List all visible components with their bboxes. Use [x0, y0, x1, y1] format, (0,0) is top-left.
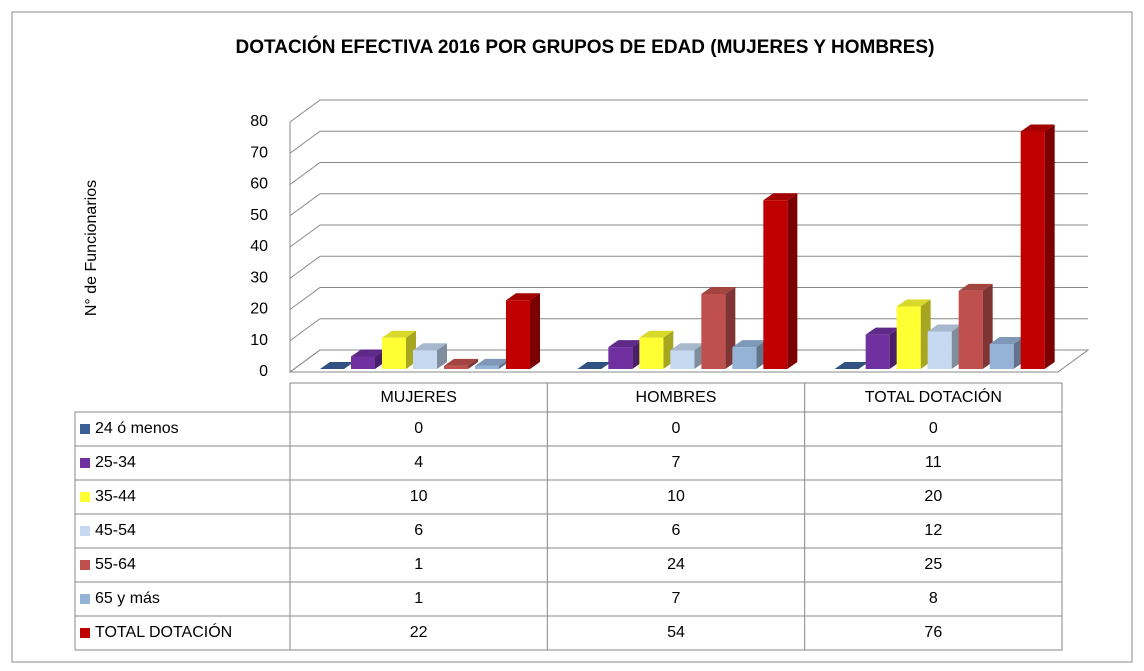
- bar-side: [530, 293, 540, 369]
- bar-side: [1045, 125, 1055, 370]
- table-value: 54: [667, 624, 685, 641]
- y-tick-label: 0: [259, 363, 268, 380]
- legend-label: TOTAL DOTACIÓN: [95, 622, 232, 641]
- bar: [351, 357, 375, 370]
- table-value: 7: [672, 590, 681, 607]
- y-tick-label: 20: [250, 301, 268, 318]
- legend-key: [80, 526, 90, 536]
- bar-side: [787, 193, 797, 369]
- category-label: HOMBRES: [636, 389, 717, 406]
- bar: [990, 344, 1014, 369]
- bar: [732, 347, 756, 369]
- y-tick-label: 70: [250, 144, 268, 161]
- legend-label: 45-54: [95, 522, 136, 539]
- legend-label: 24 ó menos: [95, 420, 179, 437]
- y-tick-label: 50: [250, 207, 268, 224]
- legend-key: [80, 560, 90, 570]
- table-value: 10: [667, 488, 685, 505]
- bar: [382, 338, 406, 369]
- bar: [897, 307, 921, 370]
- table-value: 0: [672, 420, 681, 437]
- y-tick-label: 30: [250, 269, 268, 286]
- y-tick-label: 80: [250, 113, 268, 130]
- table-value: 76: [924, 624, 942, 641]
- table-value: 6: [414, 522, 423, 539]
- bar: [413, 350, 437, 369]
- legend-label: 35-44: [95, 488, 136, 505]
- table-value: 0: [414, 420, 423, 437]
- bar: [444, 366, 468, 369]
- legend-key: [80, 424, 90, 434]
- legend-label: 65 y más: [95, 590, 160, 607]
- table-value: 12: [924, 522, 942, 539]
- table-value: 10: [410, 488, 428, 505]
- y-tick-label: 40: [250, 238, 268, 255]
- y-tick-label: 60: [250, 176, 268, 193]
- bar: [639, 338, 663, 369]
- table-value: 20: [924, 488, 942, 505]
- category-label: MUJERES: [380, 389, 456, 406]
- category-label: TOTAL DOTACIÓN: [865, 387, 1002, 406]
- bar: [608, 347, 632, 369]
- table-value: 1: [414, 590, 423, 607]
- table-value: 25: [924, 556, 942, 573]
- legend-key: [80, 492, 90, 502]
- legend-key: [80, 628, 90, 638]
- bar: [506, 300, 530, 369]
- legend-label: 55-64: [95, 556, 136, 573]
- table-value: 24: [667, 556, 685, 573]
- legend-label: 25-34: [95, 454, 136, 471]
- y-axis-label: N° de Funcionarios: [83, 180, 100, 316]
- bar: [670, 350, 694, 369]
- table-value: 8: [929, 590, 938, 607]
- bar: [959, 291, 983, 369]
- table-value: 4: [414, 454, 423, 471]
- table-value: 7: [672, 454, 681, 471]
- legend-key: [80, 594, 90, 604]
- bar: [763, 200, 787, 369]
- bar: [866, 335, 890, 369]
- bar: [928, 332, 952, 370]
- y-tick-label: 10: [250, 332, 268, 349]
- bar: [475, 366, 499, 369]
- chart-title: DOTACIÓN EFECTIVA 2016 POR GRUPOS DE EDA…: [236, 36, 935, 58]
- table-value: 11: [925, 454, 942, 471]
- table-value: 1: [414, 556, 423, 573]
- table-value: 6: [672, 522, 681, 539]
- table-value: 0: [929, 420, 938, 437]
- bar: [701, 294, 725, 369]
- bar: [1021, 132, 1045, 370]
- legend-key: [80, 458, 90, 468]
- table-value: 22: [410, 624, 428, 641]
